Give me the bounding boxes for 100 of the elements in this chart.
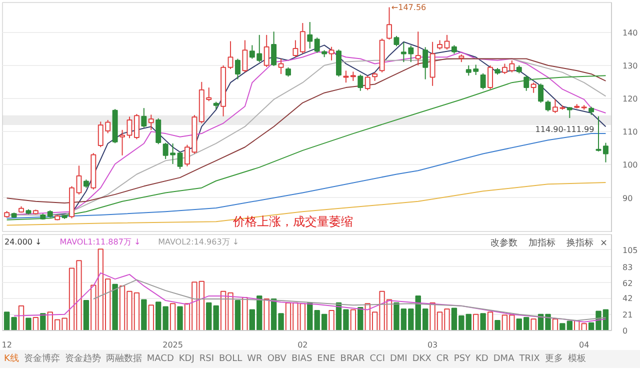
bar xyxy=(170,303,176,330)
candlestick xyxy=(228,40,234,70)
candlestick xyxy=(480,72,486,90)
candlestick xyxy=(524,75,530,92)
candlestick xyxy=(126,116,132,139)
y-tick-label: 42 xyxy=(622,294,633,304)
line-series xyxy=(6,182,606,226)
candlestick xyxy=(120,129,126,156)
bar xyxy=(473,314,479,330)
candlestick xyxy=(596,116,602,152)
candlestick xyxy=(566,106,572,118)
candlestick xyxy=(300,22,306,54)
text: BRAR xyxy=(340,354,365,364)
text: 资金趋势 xyxy=(64,354,101,364)
x-tick-label: 02 xyxy=(298,340,308,350)
candlestick xyxy=(328,46,334,61)
band-label: 114.90-111.99 xyxy=(535,124,594,134)
bar xyxy=(234,300,241,330)
text: DMA xyxy=(493,354,514,364)
bar xyxy=(328,310,334,330)
candlestick xyxy=(488,64,494,90)
annotation: 换指标 xyxy=(566,238,594,248)
text: KD xyxy=(476,354,488,364)
y-tick-label: 83 xyxy=(622,262,633,272)
text: MACD xyxy=(146,354,174,364)
bar xyxy=(530,318,536,330)
text: 更多 xyxy=(544,354,563,364)
y-tick-label: 0 xyxy=(622,326,628,336)
text: MAVOL2:14.963万 ↓ xyxy=(158,238,240,246)
text: DMI xyxy=(390,354,408,364)
bar xyxy=(141,299,147,330)
candlestick xyxy=(336,48,342,78)
candlestick xyxy=(530,82,536,94)
bar xyxy=(26,318,32,330)
x-tick-label: 2025 xyxy=(162,340,183,350)
y-tick-label: 105 xyxy=(622,246,638,255)
annotation: × xyxy=(600,238,608,248)
candlestick xyxy=(156,118,162,145)
bar xyxy=(242,296,248,330)
text: 两融数据 xyxy=(106,354,142,364)
text: BOLL xyxy=(219,354,242,364)
bar xyxy=(32,316,39,330)
text: BIAS xyxy=(291,354,312,364)
bar xyxy=(494,320,500,330)
candlestick xyxy=(358,74,364,92)
text: CR xyxy=(436,354,449,364)
candlestick xyxy=(545,100,551,112)
candlestick xyxy=(602,142,608,163)
candlestick xyxy=(364,75,370,91)
candlestick xyxy=(538,83,544,104)
x-tick-label: 03 xyxy=(427,340,438,350)
text: WR xyxy=(247,354,262,364)
y-tick-label: 62 xyxy=(622,278,633,288)
text: PSY xyxy=(454,354,471,364)
text: ENE xyxy=(317,354,336,364)
candlestick xyxy=(177,150,183,170)
y-tick-label: 110 xyxy=(622,128,638,137)
bar xyxy=(177,306,183,330)
bar xyxy=(264,298,270,330)
candlestick xyxy=(307,22,313,49)
bar xyxy=(148,304,154,330)
bar xyxy=(307,302,313,330)
y-tick-label: 90 xyxy=(622,194,633,203)
candlestick xyxy=(430,41,436,86)
y-tick-label: 100 xyxy=(622,160,638,170)
candlestick xyxy=(292,40,298,58)
text: K线 xyxy=(4,354,19,364)
y-tick-label: 21 xyxy=(622,310,633,320)
candlestick xyxy=(134,114,140,140)
text: 模板 xyxy=(568,354,586,364)
text: MAVOL1:11.887万 ↓ xyxy=(60,238,141,246)
annotation: ←147.56 xyxy=(391,2,426,12)
text: CCI xyxy=(370,354,385,364)
line-series xyxy=(14,272,606,323)
y-tick-label: 120 xyxy=(622,94,638,104)
bar xyxy=(480,313,486,330)
candlestick xyxy=(234,58,240,80)
annotation: 价格上涨，成交量萎缩 xyxy=(232,214,353,228)
x-tick-label: 04 xyxy=(578,340,590,350)
candlestick xyxy=(242,40,248,73)
candlestick xyxy=(394,35,400,47)
bar xyxy=(487,312,494,330)
text: 资金博弈 xyxy=(24,354,60,364)
bar xyxy=(552,318,558,330)
text: RSI xyxy=(199,354,214,364)
text: OBV xyxy=(267,354,286,364)
annotation: 24.000 ↓ xyxy=(4,238,42,246)
x-tick-label: 12 xyxy=(2,340,12,350)
candlestick xyxy=(148,114,154,130)
line-series xyxy=(92,279,606,322)
bar xyxy=(40,313,46,330)
text: TRIX xyxy=(519,354,540,364)
candlestick xyxy=(350,71,356,82)
candlestick xyxy=(286,66,291,78)
bar xyxy=(112,284,118,330)
candlestick xyxy=(271,31,277,67)
annotation: 改参数 xyxy=(490,238,518,248)
candlestick xyxy=(415,31,421,66)
candlestick xyxy=(314,37,320,54)
y-tick-label: 140 xyxy=(622,28,638,38)
